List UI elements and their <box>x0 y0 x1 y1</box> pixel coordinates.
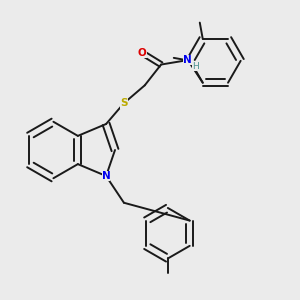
Text: H: H <box>193 62 199 71</box>
Text: N: N <box>184 55 192 65</box>
Text: S: S <box>120 98 128 108</box>
Text: O: O <box>137 48 146 58</box>
Text: N: N <box>102 171 110 181</box>
